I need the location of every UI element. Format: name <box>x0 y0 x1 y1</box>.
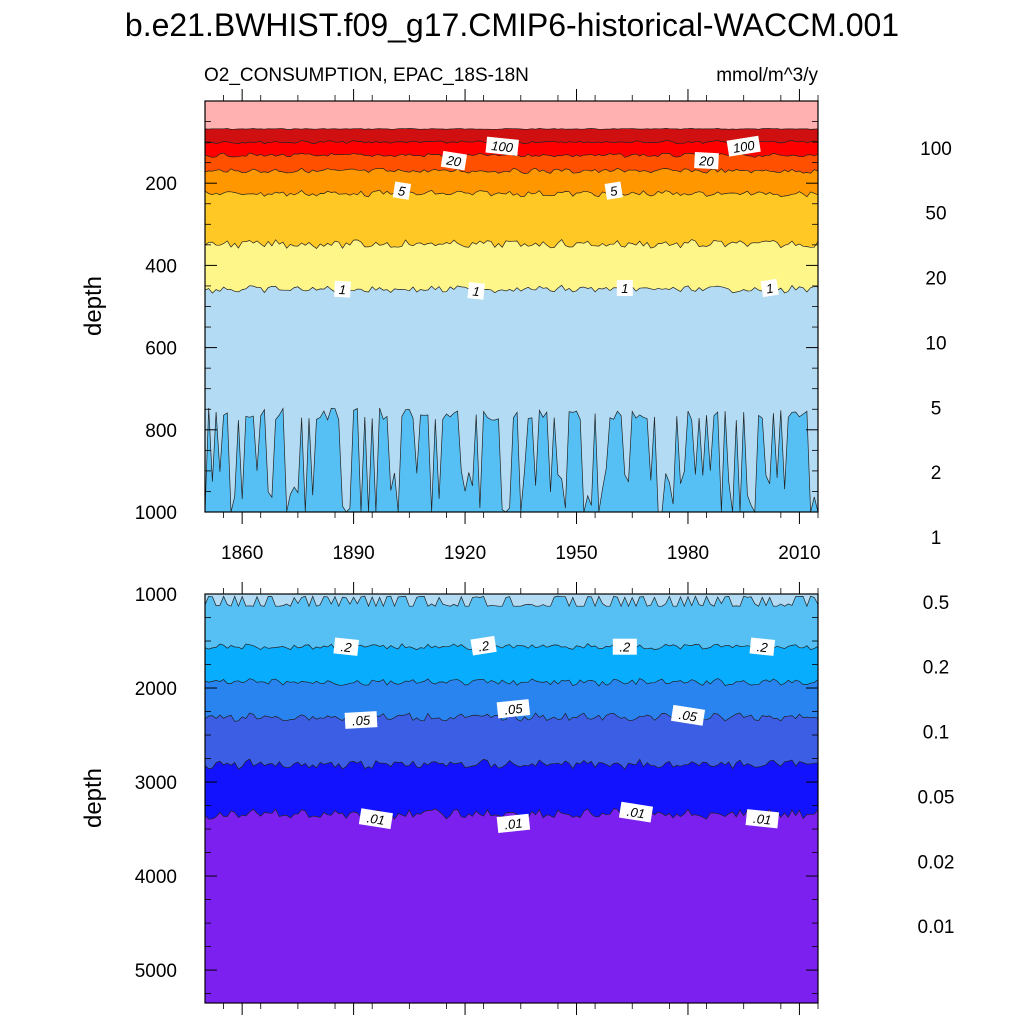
contour-label: 5 <box>604 181 623 200</box>
contour-label-text: 1 <box>472 284 481 300</box>
ytick-label: 3000 <box>135 773 177 794</box>
colorbar-label: 0.02 <box>918 852 955 873</box>
colorbar-label: 2 <box>931 463 942 484</box>
contour-label-text: .01 <box>504 815 524 832</box>
contour-label: .05 <box>344 711 378 729</box>
ytick-label: 4000 <box>135 867 177 888</box>
contour-label: 1 <box>467 282 485 300</box>
contour-label-text: .05 <box>678 707 699 725</box>
xtick-label: 1950 <box>555 543 597 564</box>
contour-line-0.5 <box>204 595 819 608</box>
contour-label: .2 <box>749 637 776 656</box>
ytick-label: 400 <box>145 256 177 277</box>
upper-ylabel: depth <box>80 276 107 336</box>
contour-label: .01 <box>745 809 780 829</box>
contour-label-text: 20 <box>445 152 463 169</box>
contour-line-0.1 <box>204 678 819 687</box>
upper-contour-fills <box>205 101 818 512</box>
panel-left-title: O2_CONSUMPTION, EPAC_18S-18N <box>204 65 529 86</box>
contour-label-text: 1 <box>621 281 628 296</box>
contour-label: .05 <box>496 699 531 719</box>
colorbar-label: 0.1 <box>923 723 949 744</box>
contour-label: .2 <box>612 638 637 655</box>
contour-label-text: 100 <box>491 138 515 155</box>
contour-label-text: .05 <box>352 712 372 728</box>
ytick-label: 1000 <box>135 585 177 606</box>
colorbar-label: 0.01 <box>918 917 955 938</box>
contour-line-0.5 <box>204 407 819 514</box>
colorbar-label: 0.5 <box>923 593 949 614</box>
lower-contour-fills <box>205 594 818 1003</box>
contour-label-text: .05 <box>504 701 524 718</box>
xtick-label: 1920 <box>444 543 486 564</box>
contour-label: .2 <box>470 635 497 656</box>
contour-label: 100 <box>726 135 761 157</box>
upper-contour-labels: 100 100 20 20 5 5 1 1 1 1 <box>334 135 779 300</box>
panel-units-title: mmol/m^3/y <box>716 65 818 86</box>
colorbar-label: 50 <box>925 204 946 225</box>
ytick-label: 1000 <box>135 503 177 524</box>
colorbar-label: 1 <box>931 528 942 549</box>
ytick-label: 2000 <box>135 679 177 700</box>
contour-label-text: 5 <box>609 183 619 199</box>
contour-label: .01 <box>496 813 531 834</box>
contour-band-above-0.2 <box>205 594 818 650</box>
lower-plot-frame <box>204 593 819 1004</box>
contour-label-text: .2 <box>340 639 353 655</box>
colorbar-label: 5 <box>931 398 942 419</box>
lower-contour-labels: .2 .2 .2 .2 .05 .05 .05 .01 .01 .01 .01 <box>333 635 780 834</box>
contour-line-100 <box>204 128 819 130</box>
contour-label-text: .2 <box>756 639 769 655</box>
upper-axes: 200 400 600 800 1000 1860 1890 1920 1950 1980 2010 <box>135 89 821 564</box>
contour-line-10 <box>204 167 819 174</box>
contour-line-0.2 <box>204 643 819 651</box>
contour-label: 20 <box>440 150 468 171</box>
contour-label: 100 <box>485 136 519 156</box>
ytick-label: 600 <box>145 339 177 360</box>
colorbar-label: 100 <box>920 139 952 160</box>
contour-label: 1 <box>334 280 351 298</box>
contour-line-0.01 <box>204 808 819 820</box>
contour-label-text: .2 <box>619 640 631 655</box>
contour-label: .01 <box>618 801 654 823</box>
ytick-label: 800 <box>145 421 177 442</box>
contour-label-text: 1 <box>338 282 346 297</box>
contour-line-5 <box>204 189 819 198</box>
ytick-label: 200 <box>145 174 177 195</box>
colorbar-label: 10 <box>925 333 946 354</box>
contour-band-above-100 <box>205 101 818 130</box>
lower-ylabel: depth <box>80 768 107 828</box>
contour-label-text: .01 <box>626 804 646 822</box>
colorbar-label: 0.05 <box>918 787 955 808</box>
contour-label-text: .01 <box>366 810 386 828</box>
contour-label: 20 <box>694 151 719 170</box>
contour-line-1 <box>204 284 819 294</box>
contour-label-text: .01 <box>752 811 772 828</box>
figure-title: b.e21.BWHIST.f09_g17.CMIP6-historical-WA… <box>125 7 899 43</box>
contour-label: .05 <box>670 704 706 726</box>
contour-label-text: .2 <box>477 638 491 655</box>
colorbar-label: 0.2 <box>923 658 949 679</box>
contour-label: 5 <box>392 181 412 200</box>
contour-line-0.02 <box>204 758 819 770</box>
xtick-label: 2010 <box>778 543 820 564</box>
contour-label-text: 1 <box>765 281 774 297</box>
contour-label: 1 <box>760 278 779 298</box>
contour-label: 1 <box>616 280 633 296</box>
contour-band-above-0.5 <box>205 594 818 607</box>
contour-label-text: 5 <box>397 183 407 199</box>
ytick-label: 5000 <box>135 961 177 982</box>
contour-label-text: 20 <box>698 153 715 169</box>
xtick-label: 1890 <box>332 543 374 564</box>
contour-line-2 <box>204 239 819 249</box>
contour-label: .2 <box>333 637 359 656</box>
colorbar-label: 20 <box>925 269 946 290</box>
xtick-label: 1860 <box>221 543 263 564</box>
contour-label: .01 <box>358 808 393 830</box>
xtick-label: 1980 <box>667 543 709 564</box>
colorbar: 100 50 20 10 5 2 1 0.5 0.2 0.1 0.05 0.02 0.01 <box>918 139 955 938</box>
lower-axes: 1000 2000 3000 4000 5000 <box>135 582 819 1015</box>
contour-label-text: 100 <box>732 137 757 155</box>
